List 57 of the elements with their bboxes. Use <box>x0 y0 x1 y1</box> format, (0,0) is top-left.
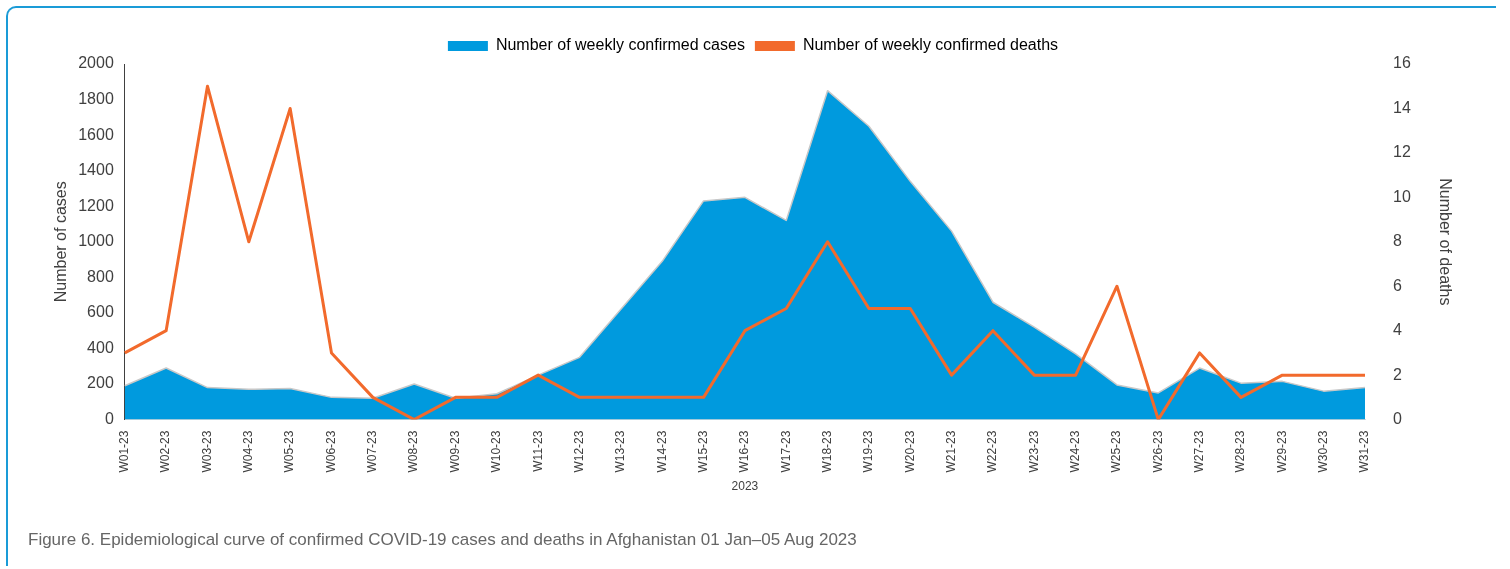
y-tick-label: 2000 <box>78 54 114 72</box>
x-tick-label: W20-23 <box>902 430 917 473</box>
y-axis-title: Number of cases <box>52 181 70 303</box>
y-tick-label: 1400 <box>78 161 114 179</box>
x-tick-label: W14-23 <box>654 430 669 473</box>
x-axis-title: 2023 <box>731 479 759 494</box>
x-tick-label: W04-23 <box>241 430 256 473</box>
x-tick-label: W03-23 <box>199 430 214 473</box>
x-tick-label: W23-23 <box>1026 430 1041 473</box>
x-tick-label: W26-23 <box>1150 430 1165 473</box>
x-tick-label: W17-23 <box>778 430 793 473</box>
x-tick-label: W31-23 <box>1357 430 1372 473</box>
legend-label: Number of weekly confirmed cases <box>495 36 745 54</box>
x-tick-label: W12-23 <box>571 430 586 473</box>
y2-tick-label: 6 <box>1393 276 1402 294</box>
x-tick-label: W02-23 <box>158 430 173 473</box>
y2-tick-label: 8 <box>1393 232 1402 250</box>
x-tick-label: W05-23 <box>282 430 297 473</box>
y2-tick-label: 14 <box>1393 98 1411 116</box>
legend-label: Number of weekly confirmed deaths <box>802 36 1059 54</box>
x-tick-label: W29-23 <box>1274 430 1289 473</box>
y2-tick-label: 12 <box>1393 143 1411 161</box>
x-tick-label: W10-23 <box>489 430 504 473</box>
x-tick-label: W13-23 <box>613 430 628 473</box>
y2-tick-label: 2 <box>1393 365 1402 383</box>
y2-axis-title: Number of deaths <box>1436 178 1454 306</box>
y-tick-label: 1600 <box>78 125 114 143</box>
x-tick-label: W11-23 <box>530 430 545 472</box>
y-tick-label: 200 <box>87 374 114 392</box>
y-tick-label: 600 <box>87 303 114 321</box>
x-tick-label: W27-23 <box>1191 430 1206 473</box>
x-tick-label: W15-23 <box>695 430 710 473</box>
y2-tick-label: 10 <box>1393 187 1411 205</box>
x-tick-label: W22-23 <box>985 430 1000 473</box>
x-tick-label: W01-23 <box>117 430 132 473</box>
x-tick-label: W30-23 <box>1315 430 1330 473</box>
x-tick-label: W24-23 <box>1067 430 1082 473</box>
x-tick-label: W21-23 <box>943 430 958 473</box>
y-tick-label: 0 <box>104 409 114 427</box>
caption: Figure 6. Epidemiological curve of confirmed COVID-19 cases and deaths in Afghanistan 01 Jan–05 Aug 2023 <box>28 530 857 550</box>
x-tick-label: W28-23 <box>1233 430 1248 473</box>
y2-tick-label: 0 <box>1393 409 1402 427</box>
y-tick-label: 800 <box>87 267 114 285</box>
x-tick-label: W08-23 <box>406 430 421 473</box>
x-tick-label: W25-23 <box>1109 430 1124 473</box>
x-tick-label: W07-23 <box>365 430 380 473</box>
y-tick-label: 1800 <box>78 89 114 107</box>
x-tick-label: W18-23 <box>819 430 834 473</box>
x-tick-label: W06-23 <box>323 430 338 473</box>
x-tick-label: W16-23 <box>737 430 752 473</box>
x-tick-label: W19-23 <box>861 430 876 473</box>
x-tick-label: W09-23 <box>447 430 462 473</box>
y-tick-label: 1000 <box>78 232 114 250</box>
y2-tick-label: 16 <box>1393 54 1411 72</box>
y2-tick-label: 4 <box>1393 321 1402 339</box>
y-tick-label: 400 <box>87 338 114 356</box>
y-tick-label: 1200 <box>78 196 114 214</box>
